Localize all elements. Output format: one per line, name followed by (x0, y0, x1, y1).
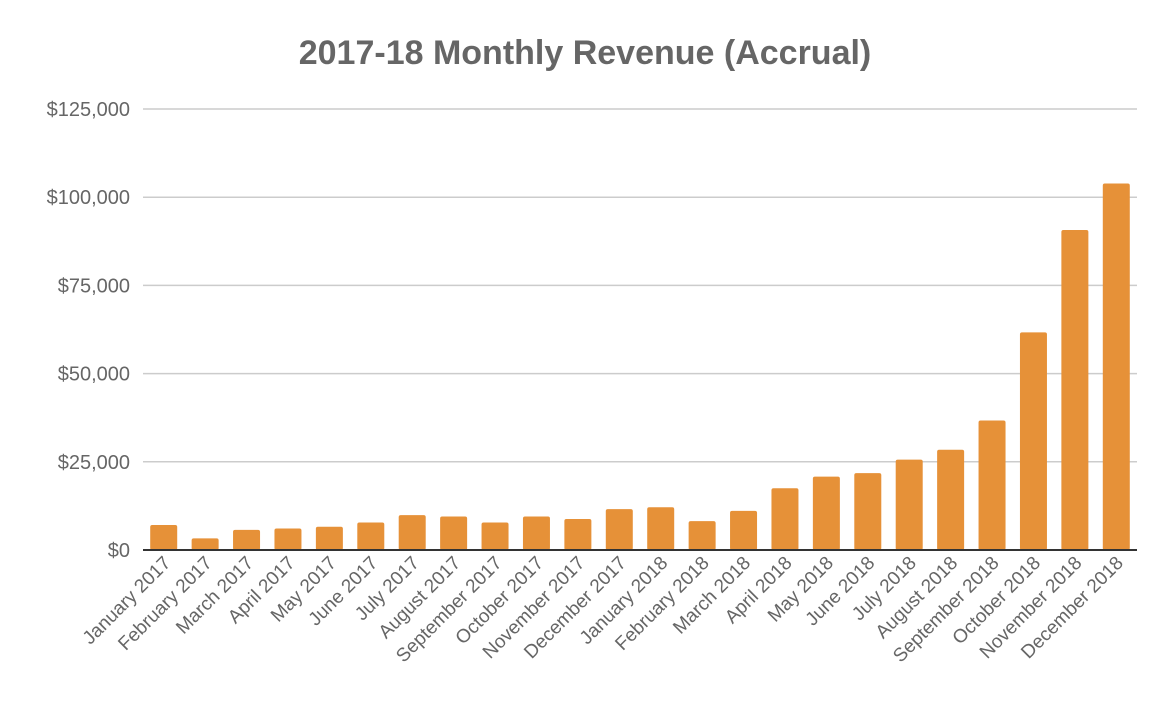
bar (233, 529, 261, 550)
bar (895, 459, 923, 550)
y-tick-label: $50,000 (58, 364, 130, 386)
bar (688, 521, 716, 550)
bar (191, 538, 219, 550)
y-tick-label: $0 (108, 540, 130, 562)
bar (1061, 230, 1089, 550)
bar (274, 528, 302, 550)
y-tick-label: $75,000 (58, 275, 130, 297)
bar (854, 473, 882, 550)
bar (315, 526, 343, 550)
bar (605, 509, 633, 550)
y-tick-label: $125,000 (47, 99, 130, 121)
bar (1102, 183, 1130, 550)
bar (150, 524, 178, 550)
bar (481, 522, 509, 550)
bar (398, 515, 426, 550)
bar (564, 518, 592, 550)
bar (812, 476, 840, 550)
gridlines (143, 108, 1137, 463)
bar (978, 420, 1006, 550)
bar (730, 510, 758, 550)
y-tick-label: $100,000 (47, 187, 130, 209)
chart-title: 2017-18 Monthly Revenue (Accrual) (299, 34, 872, 72)
y-tick-label: $25,000 (58, 452, 130, 474)
bar (647, 507, 675, 550)
bar (1019, 332, 1047, 550)
bar (771, 488, 799, 550)
bar (440, 516, 468, 550)
bars (150, 183, 1130, 550)
y-axis-ticks: $0 $25,000 $50,000 $75,000 $100,000 $125,000 (47, 99, 130, 562)
bar (357, 522, 385, 550)
bar (937, 449, 965, 550)
bar (522, 516, 550, 550)
